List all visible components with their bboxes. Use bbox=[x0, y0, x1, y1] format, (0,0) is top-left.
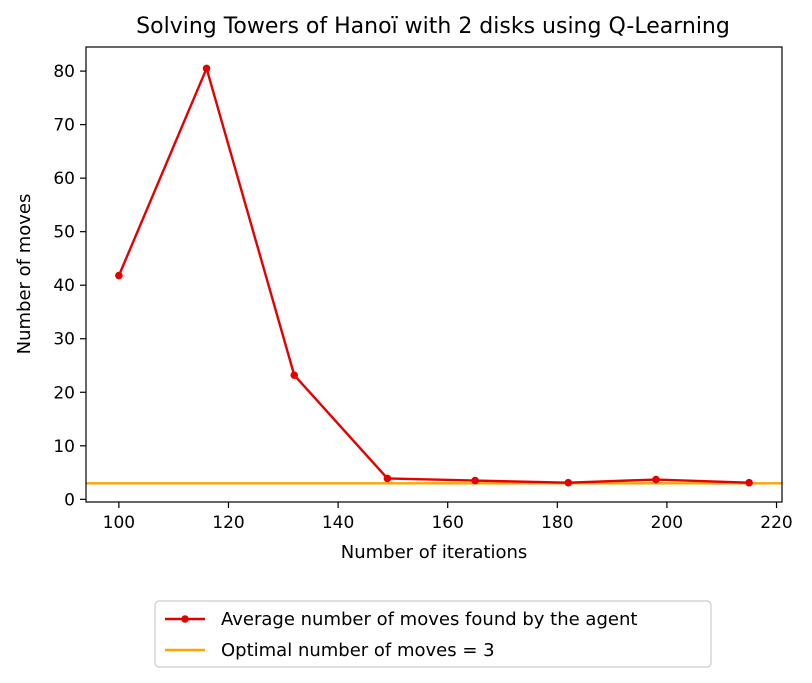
agent-point-132 bbox=[290, 371, 299, 379]
y-tick-label-60: 60 bbox=[53, 169, 75, 189]
legend: Average number of moves found by the age… bbox=[154, 600, 712, 668]
x-tick-label-180: 180 bbox=[541, 513, 573, 533]
x-tick-label-220: 220 bbox=[760, 513, 792, 533]
plot-area bbox=[86, 47, 782, 502]
x-tick-label-160: 160 bbox=[431, 513, 463, 533]
plot-frame bbox=[85, 46, 783, 503]
agent-point-100 bbox=[115, 271, 123, 280]
agent-point-116 bbox=[202, 64, 211, 73]
y-tick-label-50: 50 bbox=[53, 223, 75, 243]
y-tick-label-10: 10 bbox=[53, 437, 75, 457]
agent-point-149 bbox=[383, 474, 392, 483]
agent-point-182 bbox=[564, 478, 573, 487]
y-tick-label-80: 80 bbox=[53, 62, 75, 82]
x-tick-label-120: 120 bbox=[212, 513, 244, 533]
x-tick-label-100: 100 bbox=[103, 513, 135, 533]
x-axis: 100 120 140 160 180 200 220 bbox=[103, 502, 793, 533]
agent-moves-line bbox=[117, 67, 750, 484]
agent-point-215 bbox=[745, 478, 753, 487]
legend-entry-agent: Average number of moves found by the age… bbox=[165, 609, 637, 630]
y-tick-label-70: 70 bbox=[53, 116, 75, 136]
legend-marker-agent bbox=[181, 615, 189, 623]
legend-label-agent: Average number of moves found by the age… bbox=[221, 609, 637, 630]
x-tick-label-140: 140 bbox=[322, 513, 354, 533]
legend-label-optimal: Optimal number of moves = 3 bbox=[221, 640, 495, 661]
agent-point-198 bbox=[652, 475, 660, 484]
y-tick-label-40: 40 bbox=[53, 276, 75, 296]
y-tick-label-0: 0 bbox=[64, 490, 75, 510]
chart-title: Solving Towers of Hanoï with 2 disks usi… bbox=[136, 14, 730, 39]
agent-point-165 bbox=[471, 476, 479, 485]
x-axis-label: Number of iterations bbox=[341, 542, 528, 563]
y-tick-label-30: 30 bbox=[53, 330, 75, 350]
series-layer bbox=[86, 64, 782, 487]
y-axis: 0 10 20 30 40 50 60 70 80 bbox=[53, 62, 86, 510]
y-axis-label: Number of moves bbox=[14, 194, 35, 355]
legend-box bbox=[154, 600, 712, 668]
y-tick-label-20: 20 bbox=[53, 383, 75, 403]
legend-entry-optimal: Optimal number of moves = 3 bbox=[165, 640, 495, 661]
x-tick-label-200: 200 bbox=[651, 513, 683, 533]
